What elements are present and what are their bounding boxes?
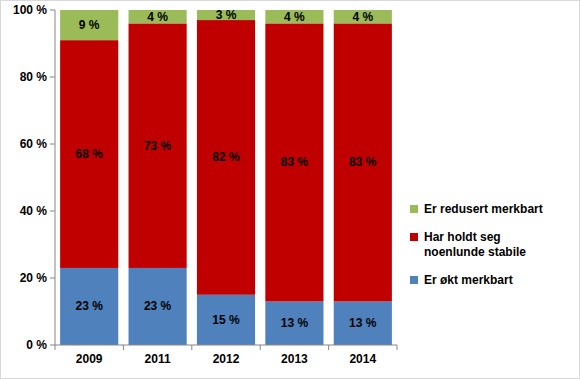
bar-segment — [265, 23, 323, 301]
data-label: 4 % — [284, 10, 305, 24]
data-label: 4 % — [147, 10, 168, 24]
bar-segment — [60, 268, 118, 345]
y-axis-line — [55, 10, 56, 345]
chart: 0 % 20 % 40 % 60 % 80 % 100 % 2009 2011 2012 2013… — [0, 0, 580, 379]
data-label: 23 % — [76, 299, 104, 313]
x-axis-line — [55, 345, 397, 346]
bar-segment — [60, 10, 118, 40]
data-label: 83 % — [281, 155, 309, 169]
y-tick — [50, 10, 55, 11]
data-label: 9 % — [79, 18, 100, 32]
data-label: 68 % — [76, 147, 104, 161]
y-tick-label: 20 % — [20, 271, 48, 285]
y-tick-label: 40 % — [20, 204, 48, 218]
bars — [60, 10, 392, 345]
data-label: 13 % — [349, 316, 377, 330]
legend-swatch — [410, 205, 418, 213]
bar-segment — [197, 295, 255, 345]
bar-segment — [197, 20, 255, 295]
x-tick-label: 2013 — [281, 352, 308, 366]
x-tick — [328, 345, 329, 350]
y-tick-label: 100 % — [13, 3, 47, 17]
x-tick-label: 2009 — [76, 352, 103, 366]
data-label: 83 % — [349, 155, 377, 169]
y-tick — [50, 211, 55, 212]
x-tick-label: 2012 — [213, 352, 240, 366]
x-tick — [191, 345, 192, 350]
bar-segment — [334, 301, 392, 345]
legend-swatch — [410, 276, 418, 284]
bar-segment — [334, 23, 392, 301]
bar-segment — [265, 10, 323, 23]
x-tick — [397, 345, 398, 350]
y-tick-label: 60 % — [20, 137, 48, 151]
y-tick — [50, 278, 55, 279]
data-label: 23 % — [144, 299, 172, 313]
legend-swatch — [410, 233, 418, 241]
data-label: 4 % — [352, 10, 373, 24]
data-label: 13 % — [281, 316, 309, 330]
y-tick — [50, 77, 55, 78]
y-tick — [50, 144, 55, 145]
x-tick-label: 2011 — [145, 352, 171, 366]
x-tick — [55, 345, 56, 350]
legend-label: Er økt merkbart — [424, 273, 513, 287]
bar-segment — [129, 23, 187, 268]
y-tick — [50, 345, 55, 346]
bar-segment — [334, 10, 392, 23]
data-label: 3 % — [216, 8, 237, 22]
bar-segment — [60, 40, 118, 268]
data-label: 82 % — [212, 150, 240, 164]
y-tick-label: 80 % — [20, 70, 48, 84]
y-tick-label: 0 % — [26, 338, 47, 352]
bar-segment — [129, 268, 187, 345]
bar-segment — [129, 10, 187, 23]
x-tick-label: 2014 — [349, 352, 376, 366]
legend-label: Er redusert merkbart — [424, 202, 543, 216]
chart-frame — [1, 1, 580, 379]
data-label: 73 % — [144, 139, 172, 153]
bar-segment — [265, 301, 323, 345]
x-tick — [260, 345, 261, 350]
x-tick — [123, 345, 124, 350]
data-label: 15 % — [212, 313, 240, 327]
legend-label: Har holdt segnoenlunde stabile — [424, 230, 526, 259]
